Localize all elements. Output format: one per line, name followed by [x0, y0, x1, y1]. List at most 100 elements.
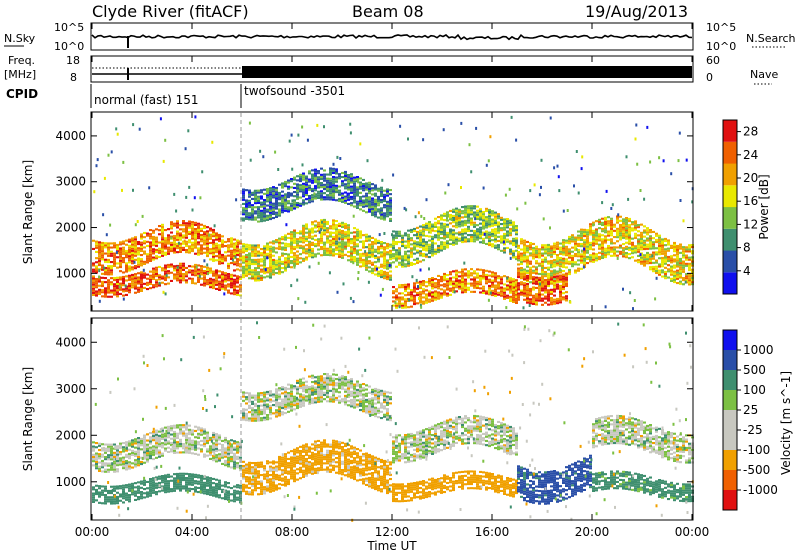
heatmap-cell — [188, 437, 191, 440]
heatmap-cell — [176, 273, 179, 276]
heatmap-cell — [410, 299, 413, 302]
heatmap-cell — [167, 234, 170, 237]
heatmap-cell — [233, 263, 236, 266]
heatmap-cell — [338, 199, 341, 202]
heatmap-cell — [104, 468, 107, 471]
heatmap-cell — [371, 269, 374, 272]
heatmap-cell — [191, 227, 194, 230]
heatmap-cell — [539, 282, 541, 286]
heatmap-cell — [449, 238, 452, 241]
heatmap-cell — [365, 246, 368, 249]
heatmap-cell — [140, 264, 143, 267]
heatmap-cell — [155, 266, 158, 269]
heatmap-cell — [161, 429, 164, 432]
heatmap-cell — [544, 287, 547, 290]
heatmap-cell — [338, 197, 341, 200]
heatmap-cell — [136, 220, 139, 223]
heatmap-cell — [356, 190, 359, 193]
heatmap-cell — [242, 213, 245, 216]
heatmap-cell — [565, 282, 568, 285]
heatmap-cell — [311, 252, 314, 255]
heatmap-cell — [556, 243, 559, 246]
heatmap-cell — [655, 259, 658, 262]
heatmap-cell — [284, 269, 287, 272]
heatmap-cell — [443, 275, 446, 278]
heatmap-cell — [583, 235, 586, 238]
heatmap-cell — [631, 221, 634, 224]
heatmap-cell — [278, 260, 281, 263]
heatmap-cell — [128, 457, 131, 460]
heatmap-cell — [182, 234, 185, 237]
heatmap-cell — [497, 248, 500, 251]
heatmap-cell — [329, 177, 332, 180]
heatmap-cell — [350, 238, 353, 241]
heatmap-cell — [523, 273, 526, 276]
heatmap-cell — [688, 256, 691, 259]
heatmap-cell — [317, 229, 320, 232]
heatmap-cell — [410, 305, 413, 308]
heatmap-cell — [332, 178, 335, 181]
heatmap-cell — [284, 193, 287, 196]
heatmap-cell — [227, 285, 230, 288]
heatmap-cell — [320, 246, 323, 249]
heatmap-cell — [338, 253, 341, 256]
heatmap-cell — [128, 455, 131, 458]
heatmap-cell — [188, 239, 191, 242]
heatmap-cell — [110, 150, 113, 154]
heatmap-cell — [371, 212, 374, 215]
heatmap-cell — [526, 299, 529, 302]
heatmap-cell — [242, 259, 245, 262]
heatmap-cell — [305, 252, 308, 255]
heatmap-cell — [137, 263, 140, 266]
heatmap-cell — [356, 202, 359, 205]
heatmap-cell — [559, 293, 562, 296]
heatmap-cell — [281, 198, 284, 201]
heatmap-cell — [476, 230, 479, 233]
heatmap-cell — [532, 286, 535, 289]
heatmap-cell — [125, 453, 128, 456]
heatmap-cell — [437, 283, 440, 286]
heatmap-cell — [533, 183, 536, 187]
heatmap-cell — [523, 278, 526, 281]
heatmap-cell — [398, 253, 401, 256]
heatmap-cell — [230, 255, 233, 258]
heatmap-cell — [92, 264, 95, 267]
heatmap-cell — [143, 449, 146, 452]
heatmap-cell — [314, 172, 317, 175]
heatmap-cell — [96, 158, 99, 162]
heatmap-cell — [417, 285, 419, 289]
heatmap-cell — [110, 267, 113, 270]
heatmap-cell — [649, 262, 652, 265]
heatmap-cell — [419, 268, 422, 272]
heatmap-cell — [673, 250, 676, 253]
heatmap-cell — [470, 213, 473, 216]
heatmap-cell — [236, 268, 239, 271]
heatmap-cell — [494, 236, 497, 239]
heatmap-cell — [649, 253, 652, 256]
heatmap-cell — [194, 425, 197, 428]
heatmap-cell — [374, 186, 377, 189]
heatmap-cell — [526, 293, 529, 296]
heatmap-cell — [473, 290, 476, 293]
heatmap-cell — [272, 188, 275, 191]
heatmap-cell — [341, 221, 344, 224]
heatmap-cell — [377, 204, 380, 207]
heatmap-cell — [349, 296, 352, 300]
heatmap-cell — [386, 245, 389, 248]
heatmap-cell — [679, 272, 682, 275]
heatmap-cell — [104, 293, 107, 296]
heatmap-cell — [482, 239, 485, 242]
heatmap-cell — [284, 259, 287, 262]
heatmap-cell — [374, 184, 377, 187]
heatmap-cell — [263, 213, 266, 216]
heatmap-cell — [509, 250, 512, 253]
heatmap-cell — [113, 289, 116, 292]
heatmap-cell — [236, 289, 239, 292]
heatmap-cell — [381, 178, 384, 182]
heatmap-cell — [556, 297, 559, 300]
heatmap-cell — [173, 245, 176, 248]
heatmap-cell — [305, 250, 308, 253]
heatmap-cell — [494, 230, 497, 233]
heatmap-cell — [464, 240, 467, 243]
heatmap-cell — [613, 250, 616, 253]
